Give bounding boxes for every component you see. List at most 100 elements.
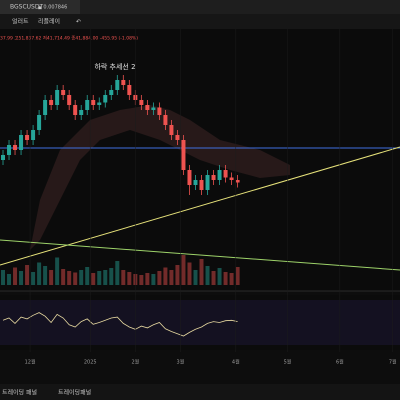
candle-body — [145, 105, 150, 110]
candle-body — [193, 180, 198, 185]
candle-body — [217, 170, 222, 180]
tab-price: ▲ 0.007846 — [38, 5, 67, 11]
candle-body — [109, 90, 114, 95]
volume-bar — [109, 268, 114, 285]
candle-body — [181, 140, 186, 170]
ichimoku-cloud — [30, 105, 290, 250]
trading-panel-tab-2[interactable]: 트레이딩패널 — [58, 389, 91, 397]
candle-body — [163, 115, 168, 125]
tab-bar — [0, 0, 400, 14]
volume-bar — [85, 267, 90, 285]
candle-body — [175, 135, 180, 140]
volume-bar — [169, 270, 174, 285]
bottom-panel — [0, 384, 400, 400]
volume-bar — [73, 272, 78, 285]
x-tick-label: 2월 — [131, 359, 139, 366]
x-tick-label: 7월 — [389, 359, 397, 366]
candle-body — [1, 155, 6, 160]
oscillator-line — [2, 312, 238, 337]
x-tick-label: 4월 — [232, 359, 240, 366]
volume-bar — [79, 270, 84, 285]
ohlc-row: 37.99 고51,837.62 저41,714.49 종41,884.00 -… — [0, 35, 138, 42]
volume-bar — [91, 273, 96, 285]
volume-bar — [1, 270, 6, 285]
volume-bar — [49, 270, 54, 285]
x-tick-label: 6월 — [336, 359, 344, 366]
candle-body — [187, 170, 192, 185]
candle-body — [67, 95, 72, 105]
candle-body — [223, 170, 228, 178]
volume-bar — [103, 270, 108, 285]
volume-bar — [121, 270, 126, 285]
volume-bar — [43, 266, 48, 285]
x-tick-label: 12월 — [25, 359, 36, 366]
volume-bar — [157, 271, 162, 285]
candle-body — [55, 90, 60, 105]
volume-bar — [193, 270, 198, 285]
volume-bar — [13, 267, 18, 285]
candle-body — [127, 85, 132, 95]
volume-bar — [151, 274, 156, 285]
candle-body — [97, 102, 102, 105]
volume-bar — [235, 267, 240, 285]
volume-bar — [19, 271, 24, 285]
candle-body — [115, 80, 120, 90]
volume-bar — [205, 266, 210, 285]
volume-bar — [229, 273, 234, 285]
toolbar — [0, 14, 400, 29]
candle-body — [235, 180, 240, 183]
trendline — [0, 239, 400, 271]
volume-bar — [97, 271, 102, 285]
candle-body — [61, 90, 66, 95]
candle-body — [205, 175, 210, 190]
candle-body — [49, 100, 54, 105]
main-pane — [0, 29, 400, 291]
candle-body — [19, 135, 24, 150]
candle-body — [13, 145, 18, 150]
x-tick-label: 2025 — [84, 360, 97, 366]
volume-bar — [115, 261, 120, 285]
candle-body — [211, 175, 216, 180]
candle-body — [121, 80, 126, 85]
volume-bar — [67, 271, 72, 285]
volume-bar — [61, 269, 66, 285]
volume-bar — [211, 271, 216, 285]
candle-body — [151, 107, 156, 110]
candle-body — [229, 177, 234, 180]
volume-bar — [187, 262, 192, 285]
candle-body — [91, 100, 96, 105]
candle-body — [79, 110, 84, 115]
volume-bar — [145, 273, 150, 285]
alert-button[interactable]: 얼러트 — [12, 18, 29, 26]
candle-body — [43, 100, 48, 115]
volume-bar — [223, 272, 228, 285]
volume-bar — [181, 255, 186, 285]
candle-body — [169, 125, 174, 135]
replay-button[interactable]: 리플레이 — [38, 18, 60, 26]
volume-bar — [31, 272, 36, 285]
candle-body — [157, 107, 162, 115]
volume-bar — [175, 265, 180, 285]
undo-button[interactable]: ↶ — [76, 19, 81, 26]
trading-panel-tab[interactable]: 트레이딩 패널 — [2, 389, 37, 397]
candle-body — [73, 105, 78, 115]
volume-bar — [139, 275, 144, 285]
candle-body — [25, 135, 30, 140]
candle-body — [31, 130, 36, 140]
candle-body — [7, 145, 12, 155]
candle-body — [103, 95, 108, 103]
drawing-label: 하락 추세선 2 — [94, 62, 135, 71]
volume-bar — [7, 274, 12, 285]
candle-body — [85, 100, 90, 110]
volume-bar — [55, 257, 60, 285]
candle-body — [199, 180, 204, 190]
x-tick-label: 5월 — [284, 359, 292, 366]
volume-bar — [37, 262, 42, 285]
volume-bar — [163, 267, 168, 285]
volume-bar — [199, 259, 204, 285]
volume-bar — [25, 265, 30, 285]
x-tick-label: 3월 — [177, 359, 185, 366]
tab[interactable] — [0, 0, 80, 14]
volume-bar — [217, 268, 222, 285]
